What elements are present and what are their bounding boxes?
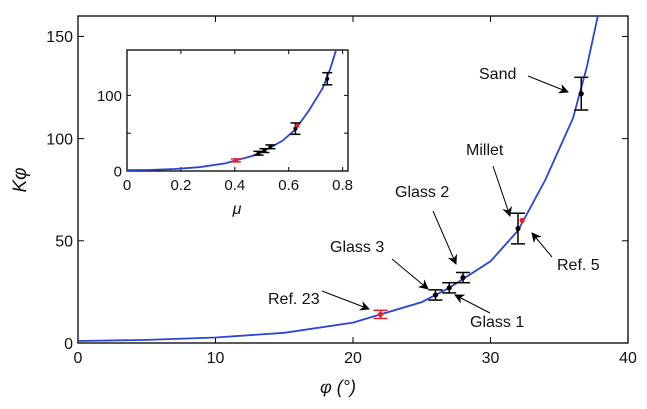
annotation-arrow bbox=[321, 290, 370, 311]
x-tick-label: 10 bbox=[207, 350, 225, 367]
point-label: Ref. 23 bbox=[268, 291, 320, 308]
x-tick-label: 0.6 bbox=[278, 177, 299, 194]
y-tick-label: 100 bbox=[97, 88, 122, 105]
annotation-arrow bbox=[454, 294, 491, 314]
inset-x-axis-label: μ bbox=[232, 201, 242, 218]
x-axis-label: φ (°) bbox=[320, 377, 356, 397]
x-tick-label: 0 bbox=[74, 350, 83, 367]
data-point bbox=[293, 126, 298, 131]
y-tick-label: 50 bbox=[55, 234, 73, 251]
annotation-arrow bbox=[492, 165, 512, 217]
x-tick-label: 0.2 bbox=[170, 177, 191, 194]
data-point bbox=[233, 158, 238, 163]
x-tick-label: 30 bbox=[482, 350, 500, 367]
x-tick-label: 0.4 bbox=[224, 177, 245, 194]
data-point bbox=[432, 292, 439, 298]
y-tick-label: 100 bbox=[46, 131, 73, 148]
data-point bbox=[268, 144, 273, 149]
annotation-arrow bbox=[531, 232, 553, 258]
y-tick-label: 150 bbox=[46, 29, 73, 46]
point-label: Glass 3 bbox=[330, 239, 384, 256]
annotation-arrow bbox=[391, 258, 429, 290]
data-point bbox=[460, 275, 466, 281]
x-tick-label: 20 bbox=[344, 350, 362, 367]
data-point bbox=[325, 76, 330, 81]
data-point bbox=[377, 311, 384, 317]
data-point bbox=[578, 91, 584, 97]
annotation-arrow bbox=[432, 210, 458, 265]
y-tick-label: 0 bbox=[64, 336, 73, 353]
point-label: Sand bbox=[479, 66, 516, 83]
point-label: Glass 2 bbox=[395, 184, 449, 201]
data-point bbox=[519, 217, 525, 223]
point-label: Millet bbox=[466, 142, 504, 159]
data-point bbox=[446, 285, 452, 291]
annotation-arrow bbox=[527, 75, 569, 94]
data-point bbox=[295, 123, 300, 128]
y-tick-label: 0 bbox=[114, 163, 122, 180]
point-label: Glass 1 bbox=[470, 314, 524, 331]
point-label: Ref. 5 bbox=[557, 257, 600, 274]
y-axis-label: Kφ bbox=[10, 167, 31, 192]
data-point bbox=[262, 148, 267, 153]
data-point bbox=[515, 225, 521, 232]
x-tick-label: 40 bbox=[619, 350, 637, 367]
x-tick-label: 0.8 bbox=[332, 177, 353, 194]
x-tick-label: 0 bbox=[123, 177, 131, 194]
inset-axes-frame bbox=[126, 49, 349, 172]
